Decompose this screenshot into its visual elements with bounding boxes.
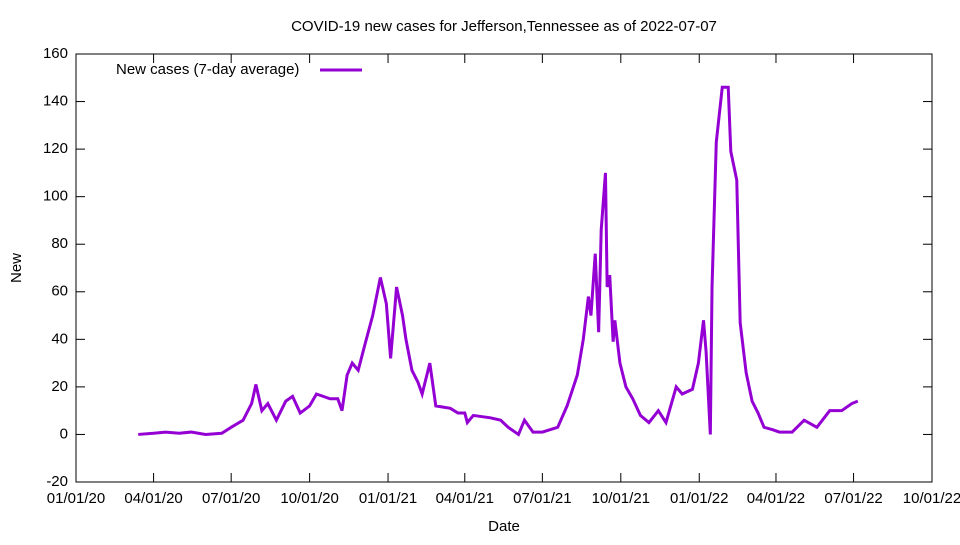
y-tick-label: 60	[51, 283, 68, 300]
y-tick-label: 0	[60, 425, 68, 442]
x-tick-label: 01/01/20	[47, 490, 105, 507]
x-tick-label: 01/01/21	[359, 490, 417, 507]
x-tick-label: 07/01/20	[202, 490, 260, 507]
x-tick-label: 10/01/20	[280, 490, 338, 507]
x-tick-label: 07/01/21	[513, 490, 571, 507]
plot-frame	[75, 53, 933, 483]
y-tick-label: 140	[43, 93, 68, 110]
x-tick-label: 04/01/20	[124, 490, 182, 507]
x-tick-label: 10/01/21	[592, 490, 650, 507]
y-tick-label: 100	[43, 188, 68, 205]
x-tick-label: 04/01/22	[747, 490, 805, 507]
x-axis-label: Date	[488, 518, 520, 535]
y-tick-label: 160	[43, 45, 68, 62]
y-axis-label: New	[8, 253, 25, 283]
chart-title: COVID-19 new cases for Jefferson,Tenness…	[291, 18, 717, 35]
x-tick-label: 04/01/21	[436, 490, 494, 507]
x-tick-label: 01/01/22	[670, 490, 728, 507]
y-tick-label: 40	[51, 330, 68, 347]
y-tick-label: 20	[51, 378, 68, 395]
y-tick-label: 120	[43, 140, 68, 157]
legend-label: New cases (7-day average)	[116, 61, 299, 78]
data-line	[138, 85, 859, 437]
y-tick-label: -20	[46, 473, 68, 490]
y-tick-label: 80	[51, 235, 68, 252]
x-tick-label: 07/01/22	[824, 490, 882, 507]
x-tick-label: 10/01/22	[903, 490, 960, 507]
